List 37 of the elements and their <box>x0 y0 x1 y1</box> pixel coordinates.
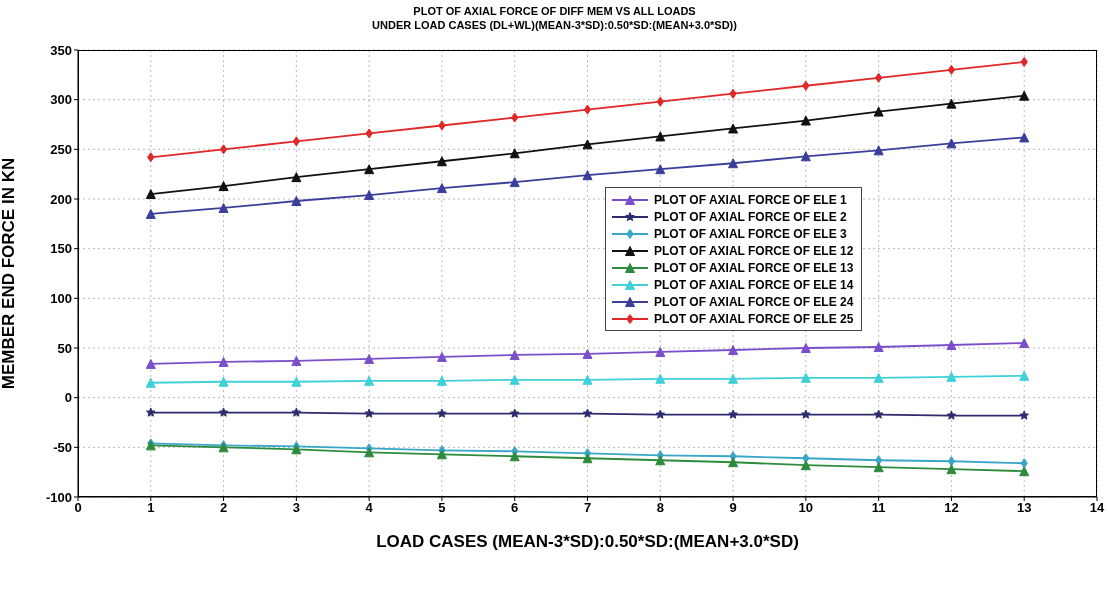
x-tick-label: 4 <box>365 500 374 516</box>
y-axis-title: MEMBER END FORCE IN KN <box>0 157 19 390</box>
x-tick-label: 12 <box>944 500 959 516</box>
y-tick-label: 100 <box>50 290 72 306</box>
x-axis-title: LOAD CASES (MEAN-3*SD):0.50*SD:(MEAN+3.0*SD) <box>376 532 799 551</box>
x-tick-label: 1 <box>147 500 155 516</box>
x-tick-label: 0 <box>74 500 82 516</box>
x-tick-label: 3 <box>292 500 300 516</box>
y-tick-label: -100 <box>45 489 72 505</box>
x-tick-label: 6 <box>511 500 519 516</box>
legend-label: PLOT OF AXIAL FORCE OF ELE 12 <box>654 243 854 258</box>
legend-label: PLOT OF AXIAL FORCE OF ELE 2 <box>654 209 847 224</box>
x-tick-label: 2 <box>219 500 228 516</box>
y-tick-label: 200 <box>50 191 72 207</box>
y-tick-label: 350 <box>50 42 72 58</box>
x-tick-label: 9 <box>729 500 737 516</box>
y-tick-label: 250 <box>50 141 72 157</box>
x-tick-label: 14 <box>1089 500 1105 516</box>
chart-title: PLOT OF AXIAL FORCE OF DIFF MEM VS ALL LOADS <box>412 4 697 18</box>
legend-label: PLOT OF AXIAL FORCE OF ELE 14 <box>654 277 854 292</box>
legend-label: PLOT OF AXIAL FORCE OF ELE 1 <box>654 192 847 207</box>
x-tick-label: 8 <box>656 500 664 516</box>
y-tick-label: 0 <box>64 390 72 406</box>
y-tick-label: 300 <box>50 92 72 108</box>
y-tick-label: 150 <box>50 241 72 257</box>
legend-label: PLOT OF AXIAL FORCE OF ELE 13 <box>654 260 854 275</box>
x-tick-label: 11 <box>871 500 886 516</box>
chart-subtitle: UNDER LOAD CASES (DL+WL)(MEAN-3*SD):0.50*SD:(MEAN+3.0*SD)) <box>371 18 738 32</box>
x-tick-label: 7 <box>583 500 592 516</box>
y-tick-label: 50 <box>57 340 72 356</box>
y-tick-label: -50 <box>53 439 72 455</box>
x-tick-label: 10 <box>798 500 814 516</box>
x-tick-label: 13 <box>1016 500 1032 516</box>
legend-label: PLOT OF AXIAL FORCE OF ELE 24 <box>654 294 854 309</box>
legend-label: PLOT OF AXIAL FORCE OF ELE 3 <box>654 226 847 241</box>
legend-label: PLOT OF AXIAL FORCE OF ELE 25 <box>654 311 854 326</box>
x-tick-label: 5 <box>438 500 446 516</box>
